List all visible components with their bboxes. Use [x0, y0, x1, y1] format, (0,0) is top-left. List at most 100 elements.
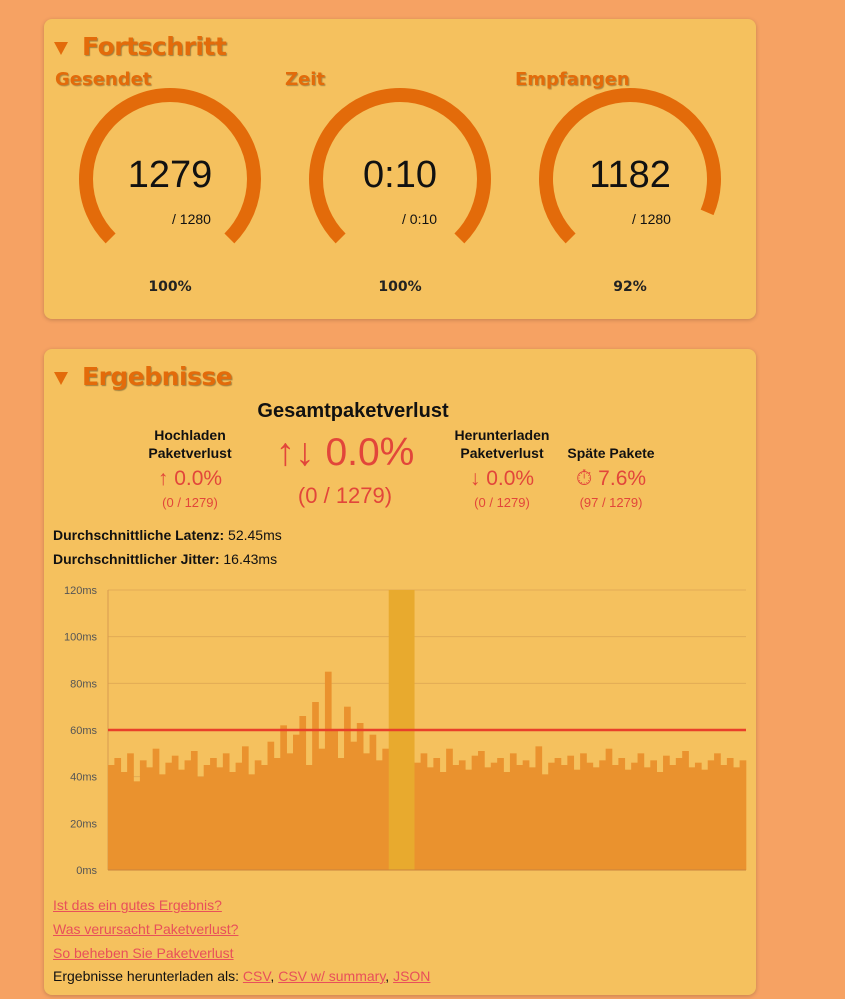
- gauge-value: 1182: [589, 154, 671, 196]
- latency-bar: [675, 758, 683, 870]
- latency-bar: [541, 774, 549, 870]
- gauge-total: / 0:10: [402, 211, 438, 227]
- latency-bar: [433, 758, 441, 870]
- value: 7.6%: [598, 467, 647, 490]
- label: Ergebnisse herunterladen als:: [53, 968, 240, 984]
- latency-bar: [733, 767, 740, 870]
- gauge-percent: 92%: [613, 279, 647, 295]
- latency-bar: [203, 765, 211, 870]
- y-tick-label: 40ms: [70, 772, 97, 784]
- latency-bar: [375, 760, 383, 870]
- icon: ↑: [157, 467, 169, 490]
- latency-bar: [108, 765, 115, 870]
- latency-bar: [720, 765, 728, 870]
- value: 0.0%: [325, 431, 415, 474]
- latency-bar: [229, 772, 236, 870]
- latency-bar: [669, 765, 677, 870]
- latency-bar: [152, 748, 160, 870]
- late-heading: Späte Pakete: [567, 445, 655, 461]
- gauge-total: / 1280: [632, 211, 671, 227]
- latency-bar: [707, 760, 715, 870]
- gauge-percent: 100%: [378, 279, 422, 295]
- latency-bar: [312, 702, 319, 870]
- section-title[interactable]: Fortschritt: [82, 32, 227, 61]
- latency-bar: [567, 755, 575, 870]
- latency-bar: [261, 765, 268, 870]
- y-tick-label: 60ms: [70, 725, 97, 737]
- latency-bar: [446, 748, 453, 870]
- latency-bar: [605, 748, 613, 870]
- value: 0.0%: [486, 467, 535, 490]
- latency-bar: [190, 751, 198, 870]
- help-link[interactable]: Was verursacht Paketverlust?: [53, 921, 239, 937]
- icon: ↓: [469, 467, 481, 490]
- latency-bar: [114, 758, 122, 870]
- label: Durchschnittlicher Jitter:: [53, 551, 220, 567]
- latency-bar: [184, 760, 192, 870]
- value: 52.45ms: [228, 527, 282, 543]
- latency-bar: [369, 734, 377, 870]
- y-tick-label: 100ms: [64, 632, 98, 644]
- latency-bar: [503, 772, 511, 870]
- download-link[interactable]: CSV w/ summary: [278, 968, 386, 984]
- gauge-arc: [539, 88, 721, 244]
- latency-bar: [522, 760, 530, 870]
- gauge-total: / 1280: [172, 211, 211, 227]
- latency-bar: [529, 767, 536, 870]
- icon: ↑↓: [275, 431, 315, 474]
- download-link[interactable]: JSON: [393, 968, 431, 984]
- collapse-icon[interactable]: [54, 372, 68, 385]
- total-detail: (0 / 1279): [297, 483, 393, 508]
- latency-bar: [509, 753, 517, 870]
- collapse-icon[interactable]: [54, 42, 68, 55]
- latency-bar: [427, 767, 434, 870]
- gauge-value: 1279: [127, 154, 213, 196]
- latency-bar: [178, 769, 185, 870]
- results-card: Ergebnisse Gesamtpaketverlust ↑↓ 0.0% (0…: [44, 349, 756, 995]
- latency-bar: [484, 767, 492, 870]
- late-value: ⏱ 7.6%: [576, 467, 646, 491]
- help-link[interactable]: Ist das ein gutes Ergebnis?: [53, 897, 222, 913]
- gauge-percent: 100%: [148, 279, 192, 295]
- gauge-label: Gesendet: [55, 69, 152, 90]
- latency-bar: [497, 758, 504, 870]
- latency-bar: [165, 762, 173, 870]
- latency-bar: [356, 723, 364, 870]
- latency-bar: [560, 765, 568, 870]
- latency-bar: [139, 760, 147, 870]
- value: 0.0%: [174, 467, 223, 490]
- latency-bar: [344, 706, 351, 870]
- latency-bar: [293, 734, 300, 870]
- latency-bar: [580, 753, 587, 870]
- section-title[interactable]: Ergebnisse: [82, 362, 233, 391]
- latency-bar: [471, 755, 479, 870]
- latency-bar: [439, 772, 447, 870]
- late-detail: (97 / 1279): [579, 495, 643, 510]
- formats: CSV, CSV w/ summary, JSON: [243, 968, 431, 984]
- y-tick-label: 20ms: [70, 818, 97, 830]
- latency-bar: [299, 716, 307, 870]
- latency-bar: [465, 769, 472, 870]
- latency-bar: [216, 767, 224, 870]
- latency-bar: [458, 760, 466, 870]
- latency-bar: [363, 753, 370, 870]
- gauge-value: 0:10: [363, 154, 437, 196]
- help-link[interactable]: So beheben Sie Paketverlust: [53, 945, 234, 961]
- latency-bar: [337, 758, 345, 870]
- latency-chart: 0ms 20ms 40ms 60ms 80ms 100ms 120ms: [64, 585, 747, 877]
- latency-bar: [324, 671, 332, 870]
- download-value: ↓ 0.0%: [470, 467, 534, 491]
- latency-bar: [612, 765, 619, 870]
- latency-bar: [714, 753, 721, 870]
- latency-bar: [688, 767, 696, 870]
- gauge-arc: [309, 88, 491, 244]
- upload-detail: (0 / 1279): [162, 495, 218, 510]
- jitter: Durchschnittlicher Jitter: 16.43ms: [53, 551, 277, 567]
- latency-bar: [586, 762, 594, 870]
- download-link[interactable]: CSV: [242, 968, 271, 984]
- latency-bar: [516, 765, 523, 870]
- latency-bar: [197, 776, 204, 870]
- latency: Durchschnittliche Latenz: 52.45ms: [53, 527, 282, 543]
- upload-heading: Hochladen Paketverlust: [148, 427, 232, 461]
- latency-bar: [420, 753, 428, 870]
